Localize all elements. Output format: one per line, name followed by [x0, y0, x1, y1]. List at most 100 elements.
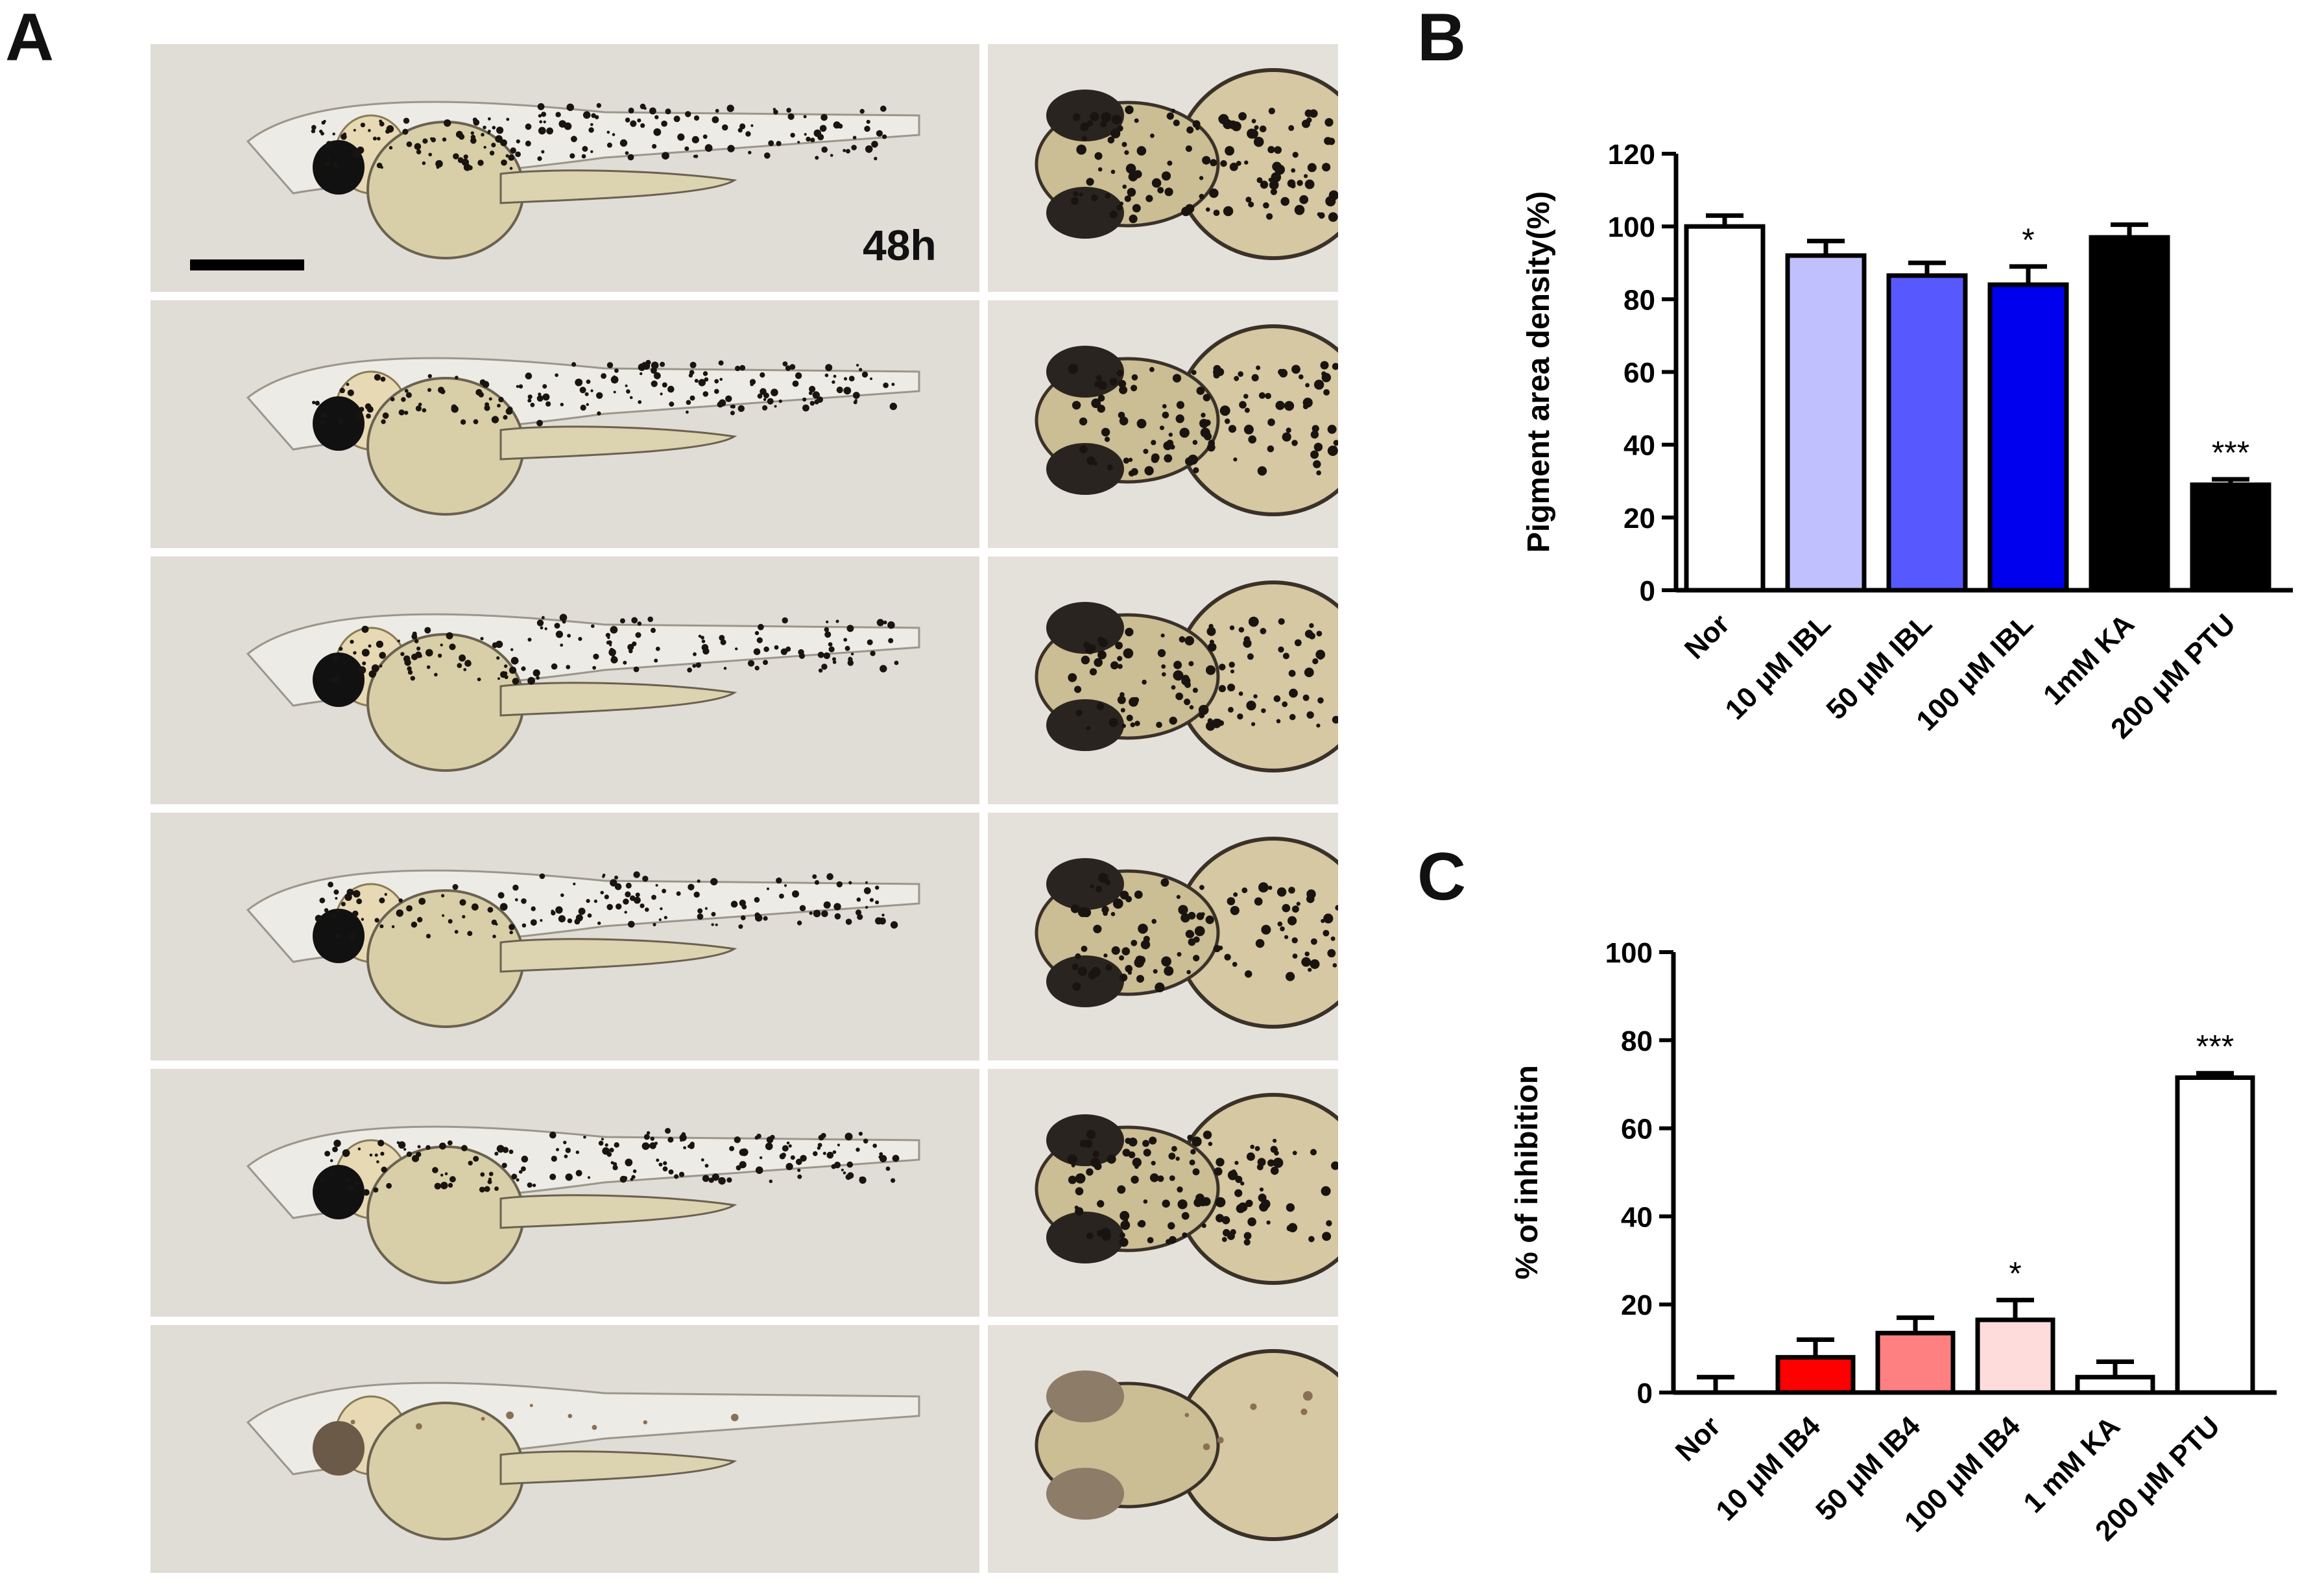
melanophore [1299, 374, 1304, 379]
melanophore [853, 400, 857, 405]
melanophore [1156, 721, 1162, 728]
melanophore [662, 1166, 668, 1172]
melanophore [566, 665, 571, 669]
melanophore [1125, 627, 1134, 637]
melanophore [566, 103, 574, 112]
melanophore [592, 1424, 597, 1430]
melanophore [1176, 401, 1184, 409]
melanophore [1214, 1167, 1223, 1176]
melanophore [350, 640, 354, 644]
melanophore [739, 1161, 747, 1169]
melanophore [1086, 456, 1096, 465]
melanophore [880, 665, 887, 673]
melanophore [1219, 664, 1226, 671]
melanophore [812, 874, 817, 879]
melanophore [633, 666, 640, 673]
eye-dorsal [1046, 443, 1124, 495]
melanophore [1230, 669, 1234, 674]
melanophore [436, 165, 440, 169]
y-tick-label: 20 [1623, 503, 1655, 534]
melanophore [1147, 1237, 1154, 1243]
melanophore [1110, 661, 1119, 670]
melanophore [491, 919, 497, 926]
melanophore [1280, 197, 1289, 206]
melanophore [1142, 1140, 1149, 1147]
melanophore [578, 907, 586, 915]
melanophore [582, 146, 588, 152]
melanophore [797, 141, 800, 144]
melanophore [1278, 368, 1284, 376]
melanophore [555, 373, 558, 377]
melanophore [1079, 192, 1083, 197]
melanophore [835, 619, 839, 623]
melanophore [558, 915, 566, 923]
melanophore [647, 616, 653, 623]
melanophore [1097, 381, 1107, 390]
melanophore [799, 905, 806, 911]
melanophore [363, 1189, 370, 1196]
melanophore [1265, 392, 1271, 400]
melanophore [1187, 1134, 1193, 1141]
melanophore [1091, 194, 1098, 202]
melanophore [449, 1176, 456, 1183]
melanophore [1236, 161, 1241, 166]
melanophore [865, 145, 873, 153]
melanophore [1192, 1136, 1202, 1147]
melanophore [803, 115, 807, 119]
melanophore [1286, 1203, 1295, 1212]
melanophore [440, 1173, 444, 1177]
melanophore [337, 418, 344, 424]
melanophore [879, 1152, 883, 1156]
melanophore [1157, 187, 1164, 194]
melanophore [551, 911, 556, 916]
melanophore [596, 102, 601, 108]
melanophore [1266, 213, 1273, 220]
melanophore [415, 405, 422, 412]
melanophore [773, 108, 776, 111]
melanophore [654, 115, 659, 119]
time-label: 48h [863, 221, 937, 269]
melanophore [1070, 904, 1080, 913]
melanophore [1284, 935, 1289, 939]
melanophore [579, 387, 586, 394]
melanophore [540, 626, 544, 630]
melanophore [494, 1186, 499, 1191]
melanophore [1255, 939, 1265, 948]
bar [1875, 1330, 1956, 1395]
melanophore [1308, 632, 1315, 640]
melanophore [414, 143, 422, 150]
melanophore [1224, 206, 1232, 215]
melanophore [1117, 1185, 1126, 1194]
melanophore [596, 392, 603, 399]
melanophore [809, 911, 813, 915]
significance-marker: *** [2212, 435, 2249, 471]
melanophore [460, 419, 466, 425]
y-tick-label: 80 [1623, 284, 1655, 316]
melanophore [1121, 947, 1131, 955]
melanophore [597, 411, 601, 416]
melanophore [326, 141, 333, 148]
melanophore [1286, 972, 1295, 981]
melanophore [1261, 1199, 1271, 1209]
melanophore [376, 640, 383, 648]
melanophore [481, 132, 485, 137]
melanophore [1261, 708, 1266, 713]
melanophore [790, 1155, 795, 1160]
melanophore [610, 626, 618, 634]
melanophore [664, 916, 667, 920]
melanophore [1184, 682, 1191, 688]
y-tick-label: 100 [1608, 211, 1655, 243]
melanophore [606, 903, 613, 911]
melanophore [756, 637, 763, 643]
melanophore [788, 1144, 792, 1148]
melanophore [865, 905, 869, 909]
melanophore [368, 644, 372, 648]
melanophore [725, 395, 732, 402]
melanophore [859, 368, 863, 372]
melanophore [607, 636, 610, 640]
dorsal-view-image [988, 1325, 1338, 1573]
melanophore [625, 891, 631, 898]
melanophore [881, 913, 885, 916]
melanophore [1282, 701, 1288, 708]
significance-marker: * [2022, 222, 2034, 258]
